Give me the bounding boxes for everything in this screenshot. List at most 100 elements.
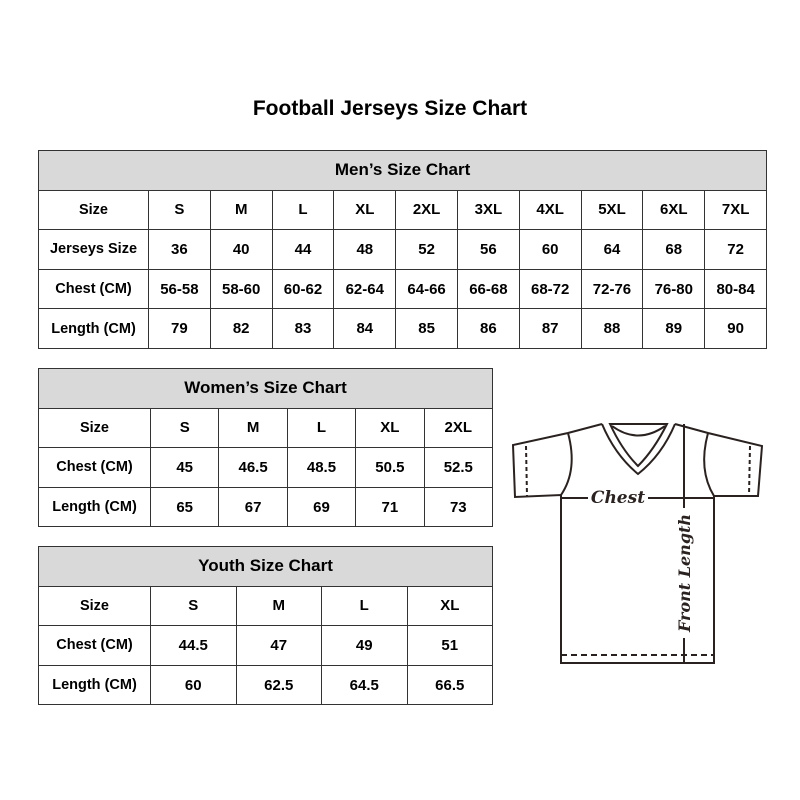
row-label: Length (CM) (38, 664, 151, 706)
front-length-label: Front Length (675, 514, 694, 633)
table-cell: 2XL (395, 189, 458, 231)
table-cell: 48.5 (286, 447, 357, 488)
table-cell: 52.5 (423, 447, 494, 488)
page-title: Football Jerseys Size Chart (252, 97, 528, 120)
table-cell: 60 (150, 664, 237, 706)
table-cell: 90 (704, 308, 768, 349)
table-row: Chest (CM) 45 46.5 48.5 50.5 52.5 (38, 447, 494, 488)
table-cell: 84 (333, 308, 397, 349)
table-cell: 60 (518, 229, 582, 270)
table-cell: S (149, 407, 220, 449)
table-row: Chest (CM) 56-58 58-60 60-62 62-64 64-66 66-68… (38, 268, 768, 310)
chest-label: Chest (591, 488, 645, 508)
men-chart-heading: Men’s Size Chart (37, 150, 768, 191)
table-cell: XL (355, 407, 425, 449)
table-row: Size S M L XL (38, 585, 494, 627)
mens-size-table: Men’s Size Chart Size S M L XL 2XL 3XL 4XL 5XL 6XL… (37, 150, 768, 349)
table-row: Size S M L XL 2XL 3XL 4XL 5XL 6XL 7XL (38, 189, 768, 231)
table-cell: 40 (209, 229, 273, 270)
table-cell: 65 (149, 486, 220, 528)
table-cell: 44.5 (150, 625, 237, 666)
table-cell: 49 (321, 625, 408, 666)
table-row: Chest (CM) 44.5 47 49 51 (38, 625, 494, 666)
table-cell: 68 (642, 229, 706, 270)
row-label: Length (CM) (38, 486, 151, 528)
table-cell: 62.5 (235, 664, 322, 706)
table-cell: 48 (333, 229, 397, 270)
table-row: Length (CM) 65 67 69 71 73 (38, 486, 494, 528)
womens-size-table: Women’s Size Chart Size S M L XL 2XL Chest (CM)… (37, 368, 494, 528)
right-sleeve-seam (703, 432, 715, 497)
table-cell: M (218, 407, 288, 449)
collar-outer (601, 423, 676, 476)
table-cell: 62-64 (333, 268, 397, 310)
table-cell: 88 (580, 308, 644, 349)
youth-chart-heading: Youth Size Chart (37, 546, 494, 587)
table-cell: 72-76 (580, 268, 644, 310)
table-cell: S (150, 585, 237, 627)
jersey-diagram: Chest Front Length (511, 423, 764, 664)
row-label: Chest (CM) (38, 447, 151, 488)
table-cell: 66-68 (456, 268, 520, 310)
table-cell: 87 (518, 308, 582, 349)
table-cell: 60-62 (271, 268, 335, 310)
table-row: Jerseys Size 36 40 44 48 52 56 60 64 68 72 (38, 229, 768, 270)
row-label: Chest (CM) (38, 268, 149, 310)
jersey-outline (511, 423, 764, 664)
table-cell: 2XL (423, 407, 494, 449)
table-cell: 52 (395, 229, 458, 270)
collar-inner (608, 423, 669, 468)
table-cell: 4XL (518, 189, 582, 231)
row-label: Size (38, 585, 151, 627)
table-cell: 7XL (704, 189, 768, 231)
table-cell: 46.5 (218, 447, 288, 488)
table-cell: 44 (271, 229, 335, 270)
table-cell: 56-58 (148, 268, 211, 310)
table-cell: 85 (395, 308, 458, 349)
table-cell: 67 (218, 486, 288, 528)
table-cell: 79 (148, 308, 211, 349)
table-cell: 3XL (456, 189, 520, 231)
table-cell: 82 (209, 308, 273, 349)
table-cell: 71 (355, 486, 425, 528)
collar-back (611, 425, 666, 437)
table-cell: 66.5 (406, 664, 494, 706)
table-cell: L (271, 189, 335, 231)
table-cell: 56 (456, 229, 520, 270)
row-label: Jerseys Size (38, 229, 149, 270)
table-cell: 64.5 (321, 664, 408, 706)
table-cell: 58-60 (209, 268, 273, 310)
table-cell: 80-84 (704, 268, 768, 310)
table-cell: 83 (271, 308, 335, 349)
table-cell: 73 (423, 486, 494, 528)
row-label: Length (CM) (38, 308, 149, 349)
table-cell: 76-80 (642, 268, 706, 310)
table-cell: L (286, 407, 357, 449)
table-cell: 36 (148, 229, 211, 270)
table-row: Length (CM) 79 82 83 84 85 86 87 88 89 90 (38, 308, 768, 349)
table-cell: 69 (286, 486, 357, 528)
table-cell: 64 (580, 229, 644, 270)
table-cell: M (209, 189, 273, 231)
table-cell: 5XL (580, 189, 644, 231)
table-cell: XL (333, 189, 397, 231)
women-chart-heading: Women’s Size Chart (37, 368, 494, 409)
table-cell: 45 (149, 447, 220, 488)
table-cell: 68-72 (518, 268, 582, 310)
table-cell: 89 (642, 308, 706, 349)
table-row: Size S M L XL 2XL (38, 407, 494, 449)
youth-size-table: Youth Size Chart Size S M L XL Chest (CM) 44.5 4… (37, 546, 494, 706)
table-cell: 72 (704, 229, 768, 270)
table-cell: XL (406, 585, 494, 627)
table-cell: 6XL (642, 189, 706, 231)
table-row: Length (CM) 60 62.5 64.5 66.5 (38, 664, 494, 706)
table-cell: S (148, 189, 211, 231)
row-label: Size (38, 189, 149, 231)
table-cell: 47 (235, 625, 322, 666)
left-sleeve-seam (560, 432, 573, 496)
table-cell: L (321, 585, 408, 627)
table-cell: 51 (406, 625, 494, 666)
table-cell: 64-66 (395, 268, 458, 310)
table-cell: 86 (456, 308, 520, 349)
table-cell: M (235, 585, 322, 627)
